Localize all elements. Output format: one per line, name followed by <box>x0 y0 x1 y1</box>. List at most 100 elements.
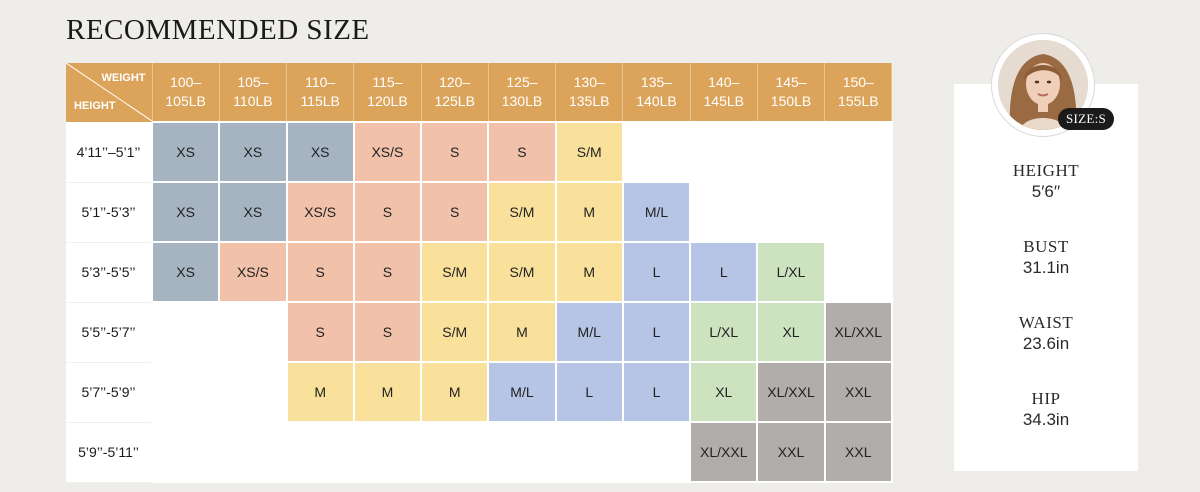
size-cell: S <box>352 301 423 363</box>
weight-range-line: 145LB <box>703 93 744 109</box>
stat-label: WAIST <box>1018 313 1074 332</box>
weight-header-cell: 100– 105LB <box>152 63 220 122</box>
size-cell: S <box>352 241 423 303</box>
weight-range-line: 110LB <box>233 93 273 109</box>
table-row: 5’3’’-5’5’’ XS XS/S S S S/M S/M M L L L/XL <box>66 241 893 303</box>
stat-bust: BUST 31.1in <box>954 237 1138 279</box>
size-table: WEIGHT HEIGHT 100– 105LB 105– 110LB 110– 115L… <box>66 63 893 483</box>
weight-header-cell: 115– 120LB <box>353 63 422 122</box>
weight-range-line: 115– <box>372 74 403 90</box>
size-cell <box>823 241 893 303</box>
weight-header-cell: 135– 140LB <box>622 63 691 122</box>
size-chart: WEIGHT HEIGHT 100– 105LB 105– 110LB 110– 115L… <box>66 63 893 483</box>
page-title: RECOMMENDED SIZE <box>66 14 370 46</box>
size-cell: XS/S <box>218 241 288 303</box>
size-cell: L <box>689 241 759 303</box>
weight-range-line: 130– <box>573 74 605 90</box>
weight-header-cell: 150– 155LB <box>824 63 893 122</box>
size-cell <box>823 121 893 183</box>
size-cell: S <box>285 301 355 363</box>
weight-range-line: 100– <box>170 74 202 90</box>
height-axis-label: HEIGHT <box>74 100 116 112</box>
weight-range-line: 140– <box>708 74 740 90</box>
size-cell: L/XL <box>756 241 826 303</box>
size-cell: L/XL <box>689 301 759 363</box>
size-cell: M <box>352 361 423 423</box>
size-cell: XL <box>756 301 826 363</box>
weight-range-line: 120LB <box>367 93 408 109</box>
weight-header-cell: 120– 125LB <box>421 63 489 122</box>
weight-range-line: 135– <box>640 74 673 90</box>
stat-label: HEIGHT <box>1012 161 1080 180</box>
size-cell: XS <box>218 181 288 243</box>
size-cell: M <box>554 241 624 303</box>
size-cell: S/M <box>554 121 624 183</box>
size-cell: S/M <box>487 241 557 303</box>
size-badge: SIZE:S <box>1058 108 1115 130</box>
size-cell: L <box>621 301 692 363</box>
weight-range-line: 105LB <box>165 93 206 109</box>
size-cell: XL/XXL <box>689 421 759 483</box>
weight-range-line: 125– <box>506 74 538 90</box>
size-cell <box>420 421 490 483</box>
size-cell: S/M <box>420 241 490 303</box>
size-cell: XS <box>285 121 355 183</box>
stat-label: HIP <box>1031 389 1061 408</box>
size-cell <box>621 121 692 183</box>
weight-range-line: 115LB <box>300 93 340 109</box>
size-cell <box>487 421 557 483</box>
stat-waist: WAIST 23.6in <box>954 313 1138 355</box>
size-cell: S <box>420 181 490 243</box>
size-cell <box>218 301 288 363</box>
size-cell: L <box>621 241 692 303</box>
size-rows: 4’11’’–5’1’’ XS XS XS XS/S S S S/M 5’1’’-5’3’’ XS… <box>66 121 893 483</box>
weight-header-cell: 110– 115LB <box>286 63 355 122</box>
size-cell: XL <box>689 361 759 423</box>
weight-header-row: WEIGHT HEIGHT 100– 105LB 105– 110LB 110– 115L… <box>66 63 893 122</box>
height-range-label: 4’11’’–5’1’’ <box>66 122 152 183</box>
size-cell <box>285 421 355 483</box>
weight-range-line: 130LB <box>501 93 543 109</box>
table-corner: WEIGHT HEIGHT <box>66 63 153 122</box>
size-cell: XL/XXL <box>756 361 826 423</box>
size-cell <box>689 121 759 183</box>
size-cell: XS <box>150 121 221 183</box>
table-row: 5’5’’-5’7’’ S S S/M M M/L L L/XL XL XL/XXL <box>66 301 893 363</box>
weight-range-line: 140LB <box>636 93 677 109</box>
table-row: 5’1’’-5’3’’ XS XS XS/S S S S/M M M/L <box>66 181 893 243</box>
size-cell <box>150 421 221 483</box>
corner-diagonal <box>66 63 152 121</box>
size-cell <box>218 421 288 483</box>
size-cell <box>689 181 759 243</box>
size-cell: M <box>487 301 557 363</box>
size-cell: XXL <box>823 361 893 423</box>
weight-header-cell: 145– 150LB <box>757 63 826 122</box>
size-cell <box>554 421 624 483</box>
size-cell: XS <box>218 121 288 183</box>
weight-range-line: 145– <box>775 74 807 90</box>
size-cell: S <box>420 121 490 183</box>
weight-range-line: 120– <box>439 74 471 90</box>
weight-axis-label: WEIGHT <box>101 72 146 84</box>
size-cell <box>352 421 423 483</box>
stat-value: 31.1in <box>1022 258 1070 277</box>
size-cell: XS/S <box>352 121 423 183</box>
stat-height: HEIGHT 5′6′′ <box>954 161 1138 203</box>
height-range-label: 5’5’’-5’7’’ <box>66 302 152 363</box>
weight-range-line: 110– <box>305 74 336 90</box>
stat-hip: HIP 34.3in <box>954 389 1138 431</box>
size-cell: S <box>487 121 557 183</box>
weight-range-line: 150– <box>842 74 874 90</box>
weight-header-cell: 140– 145LB <box>690 63 758 122</box>
height-range-label: 5’1’’-5’3’’ <box>66 182 152 243</box>
height-range-label: 5’3’’-5’5’’ <box>66 242 152 303</box>
stat-value: 5′6′′ <box>1031 182 1061 201</box>
size-cell <box>756 181 826 243</box>
stat-label: BUST <box>1023 237 1069 256</box>
weight-header-cell: 130– 135LB <box>555 63 624 122</box>
size-cell: L <box>621 361 692 423</box>
size-cell <box>150 301 221 363</box>
size-cell: S <box>285 241 355 303</box>
size-cell: S/M <box>487 181 557 243</box>
size-cell: L <box>554 361 624 423</box>
